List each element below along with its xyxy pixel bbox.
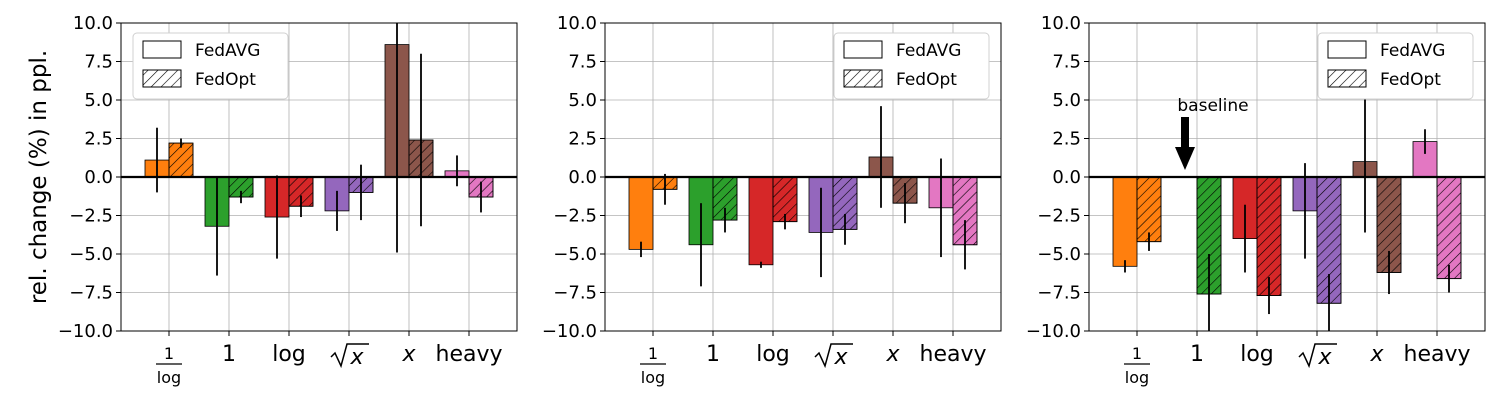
svg-text:log: log: [1125, 368, 1149, 387]
x-tick-label: x: [330, 343, 369, 370]
y-tick-label: 10.0: [1041, 13, 1081, 34]
y-tick-label: 2.5: [1052, 129, 1081, 150]
svg-text:log: log: [756, 342, 790, 367]
legend: FedAVG FedOpt: [132, 32, 289, 100]
x-tick-label: 1 log: [1124, 344, 1150, 387]
y-tick-label: 5.0: [1052, 90, 1081, 111]
y-tick-label: −10.0: [58, 321, 113, 342]
bar-fedavg-1-log: [628, 176, 654, 250]
x-tick-label: x: [885, 342, 900, 367]
svg-text:x: x: [401, 342, 416, 367]
svg-text:heavy: heavy: [436, 342, 503, 367]
bar-fedavg-1-log: [1112, 176, 1138, 267]
svg-text:x: x: [349, 345, 364, 370]
annotation-baseline-label: baseline: [1177, 96, 1248, 116]
y-tick-label: −5.0: [69, 244, 113, 265]
baseline-arrow-head: [1175, 147, 1195, 170]
legend-swatch-hatch: [843, 69, 883, 88]
y-tick-label: 5.0: [568, 90, 597, 111]
legend-label-fedopt: FedOpt: [195, 70, 256, 90]
legend: FedAVG FedOpt: [833, 32, 990, 100]
x-tick-label: heavy: [920, 342, 987, 367]
x-tick-label: 1: [222, 342, 236, 367]
y-tick-label: −2.5: [69, 206, 113, 227]
svg-text:heavy: heavy: [1404, 342, 1471, 367]
axes-frame: [604, 22, 1002, 332]
svg-text:log: log: [272, 342, 306, 367]
bar-fedopt-1-log-hatch: [1136, 176, 1162, 243]
y-tick-label: 10.0: [557, 13, 597, 34]
axes-frame: [1088, 22, 1486, 332]
y-tick-label: 7.5: [568, 52, 597, 73]
y-tick-label: 0.0: [568, 167, 597, 188]
y-tick-label: −7.5: [1037, 283, 1081, 304]
x-tick-label: x: [401, 342, 416, 367]
y-tick-label: −7.5: [69, 283, 113, 304]
bar-fedopt-1-log-hatch: [168, 142, 194, 178]
x-tick-label: log: [756, 342, 790, 367]
legend-swatch-hatch: [1327, 69, 1367, 88]
y-axis-label: rel. change (%) in ppl.: [26, 50, 52, 304]
y-tick-label: −5.0: [553, 244, 597, 265]
svg-text:log: log: [157, 368, 181, 387]
x-tick-label: 1: [706, 342, 720, 367]
y-tick-label: −2.5: [1037, 206, 1081, 227]
x-tick-label: 1 log: [156, 344, 182, 387]
y-tick-label: −10.0: [1026, 321, 1081, 342]
x-tick-label: log: [272, 342, 306, 367]
legend-label-fedavg: FedAVG: [896, 41, 961, 61]
panel-3: −10.0 −7.5 −5.0 −2.5 0.0 2.5 5.0 7.5 10.0 1 log 1 lo…: [1026, 13, 1486, 387]
panel-1: −10.0 −7.5 −5.0 −2.5 0.0 2.5 5.0 7.5 10.0 1 log 1 lo…: [58, 13, 518, 387]
svg-text:1: 1: [164, 344, 174, 363]
y-tick-label: −5.0: [1037, 244, 1081, 265]
x-tick-label: x: [814, 343, 853, 370]
x-tick-label: 1: [1190, 342, 1204, 367]
legend-label-fedopt: FedOpt: [1380, 70, 1441, 90]
svg-text:1: 1: [706, 342, 720, 367]
x-tick-label: 1 log: [640, 344, 666, 387]
svg-text:x: x: [885, 342, 900, 367]
panel-2: −10.0 −7.5 −5.0 −2.5 0.0 2.5 5.0 7.5 10.0 1 log 1 lo…: [542, 13, 1002, 387]
y-tick-label: 0.0: [1052, 167, 1081, 188]
bar-fedopt-heavy-hatch: [1436, 176, 1462, 280]
svg-text:1: 1: [1190, 342, 1204, 367]
svg-text:1: 1: [222, 342, 236, 367]
svg-text:heavy: heavy: [920, 342, 987, 367]
legend-label-fedavg: FedAVG: [1380, 41, 1445, 61]
x-tick-label: heavy: [1404, 342, 1471, 367]
y-tick-label: −2.5: [553, 206, 597, 227]
y-tick-label: 0.0: [84, 167, 113, 188]
legend-label-fedavg: FedAVG: [195, 41, 260, 61]
svg-text:x: x: [1369, 342, 1384, 367]
legend-label-fedopt: FedOpt: [896, 70, 957, 90]
y-tick-label: 10.0: [73, 13, 113, 34]
y-tick-label: 7.5: [1052, 52, 1081, 73]
svg-text:log: log: [641, 368, 665, 387]
legend: FedAVG FedOpt: [1317, 32, 1474, 100]
y-tick-label: 5.0: [84, 90, 113, 111]
legend-swatch-hatch: [142, 69, 182, 88]
svg-text:log: log: [1240, 342, 1274, 367]
y-tick-label: 7.5: [84, 52, 113, 73]
axes-frame: [120, 22, 518, 332]
x-tick-label: x: [1369, 342, 1384, 367]
svg-text:1: 1: [1132, 344, 1142, 363]
svg-text:1: 1: [648, 344, 658, 363]
svg-text:x: x: [1317, 345, 1332, 370]
legend-swatch-fedavg: [142, 40, 182, 59]
y-tick-label: −10.0: [542, 321, 597, 342]
baseline-arrow-shaft: [1181, 117, 1189, 147]
y-tick-label: 2.5: [568, 129, 597, 150]
x-tick-label: x: [1298, 343, 1337, 370]
svg-text:x: x: [833, 345, 848, 370]
legend-swatch-fedavg: [843, 40, 883, 59]
y-tick-label: −7.5: [553, 283, 597, 304]
legend-swatch-fedavg: [1327, 40, 1367, 59]
x-tick-label: heavy: [436, 342, 503, 367]
y-tick-label: 2.5: [84, 129, 113, 150]
x-tick-label: log: [1240, 342, 1274, 367]
bar-fedavg-log: [748, 176, 774, 266]
